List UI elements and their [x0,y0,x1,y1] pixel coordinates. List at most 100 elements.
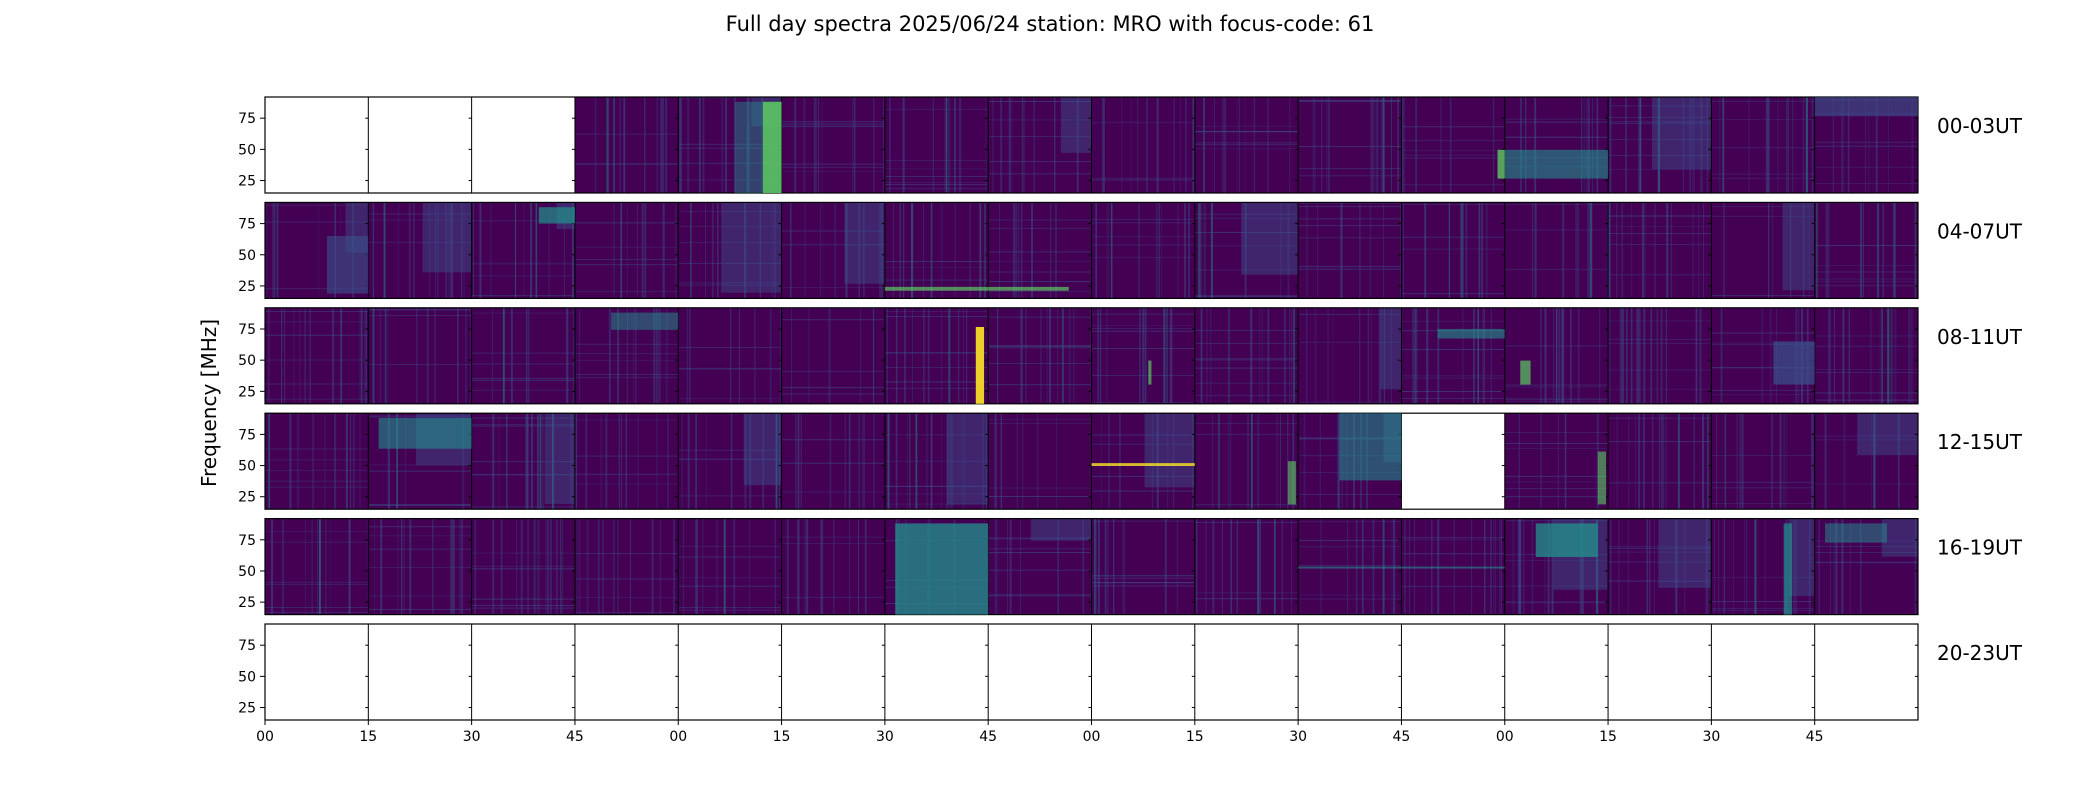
spectrum-texture [988,518,1092,615]
spectrum-panel [1711,518,1815,615]
spectrum-panel [1194,413,1299,510]
y-tick-label: 50 [238,459,256,475]
empty-panel [1401,624,1505,720]
spectrum-panel [471,307,575,404]
spectrum-panel [1814,202,1918,299]
x-tick-label: 15 [1186,729,1204,745]
burst-feature [1148,360,1152,385]
spectrum-texture [988,413,1092,510]
spectrum-texture [1814,202,1918,299]
spectrum-texture [781,518,885,615]
burst-feature [884,286,989,291]
spectrum-texture [1194,307,1299,404]
spectrum-panel [574,413,679,510]
spectrum-texture [1091,307,1195,404]
spectrum-texture [1814,97,1918,193]
spectrum-panel [1194,97,1299,193]
y-tick-label: 50 [238,564,256,580]
spectrum-panel [678,413,782,510]
burst-feature [1497,149,1505,179]
spectrum-texture [1504,307,1609,404]
spectrum-panel [988,202,1092,299]
y-tick-label: 25 [238,490,256,506]
burst-feature [1091,463,1195,466]
empty-panel [1194,624,1299,720]
x-tick-label: 15 [1599,729,1617,745]
spectrum-panel [1401,202,1505,299]
empty-panel [1711,624,1815,720]
x-tick-label: 30 [463,729,481,745]
spectrum-texture [1091,413,1195,510]
y-tick-label: 50 [238,669,256,685]
spectrum-texture [1711,97,1815,193]
spectrum-texture [988,97,1092,193]
spectrum-panel [368,518,472,615]
spectrum-texture [471,518,575,615]
empty-panel [884,624,989,720]
burst-feature [1287,461,1297,505]
y-tick-label: 75 [238,533,256,549]
spectrum-texture [471,413,575,510]
y-tick-label: 25 [238,595,256,611]
burst-feature [1597,451,1606,505]
row-label: 00-03UT [1937,114,2023,138]
spectrum-texture [1711,202,1815,299]
spectrum-texture [1608,202,1712,299]
burst-feature [326,236,369,294]
spectrum-panel [1608,307,1712,404]
y-tick-label: 75 [238,638,256,654]
spectrum-texture [1091,97,1195,193]
spectrum-texture [1091,518,1195,615]
spectrum-panel [1814,413,1918,510]
spectrum-texture [1814,307,1918,404]
burst-feature [895,523,989,615]
row-label: 20-23UT [1937,641,2023,665]
spectrum-panel [1298,202,1402,299]
spectrum-panel [988,413,1092,510]
spectrum-texture [988,202,1092,299]
spectrum-texture [574,97,679,193]
empty-panel [265,97,369,193]
empty-panel [265,624,369,720]
empty-panel [368,624,472,720]
spectrum-panel [368,202,472,299]
empty-panel [988,624,1092,720]
spectrum-panel [574,518,679,615]
spectrum-panel [678,307,782,404]
spectrum-texture [368,202,472,299]
burst-feature [988,286,1069,291]
burst-feature [1773,341,1815,385]
empty-panel [1608,624,1712,720]
spectrum-panel [1401,97,1505,193]
spectrum-texture [574,307,679,404]
row-label: 16-19UT [1937,536,2023,560]
spectrum-texture [574,518,679,615]
spectrum-texture [1608,97,1712,193]
spectrum-texture [781,413,885,510]
spectrum-texture [1711,413,1815,510]
spectrum-panel [678,518,782,615]
y-tick-label: 50 [238,248,256,264]
spectrum-texture [884,413,989,510]
spectrum-texture [781,202,885,299]
x-tick-label: 00 [1083,729,1101,745]
spectrum-panel [1504,202,1609,299]
spectrum-texture [678,518,782,615]
burst-feature [538,207,575,224]
empty-panel [368,97,472,193]
burst-feature [1814,97,1918,117]
spectrum-texture [368,307,472,404]
empty-panel [678,624,782,720]
y-tick-label: 75 [238,111,256,127]
spectrum-texture [781,97,885,193]
spectrum-panel [1194,307,1299,404]
y-tick-label: 75 [238,322,256,338]
x-tick-label: 30 [1702,729,1720,745]
burst-feature [378,418,472,449]
y-tick-label: 50 [238,142,256,158]
spectrum-texture [574,202,679,299]
burst-feature [1437,328,1505,339]
spectrum-panel [574,97,679,193]
x-tick-label: 30 [876,729,894,745]
